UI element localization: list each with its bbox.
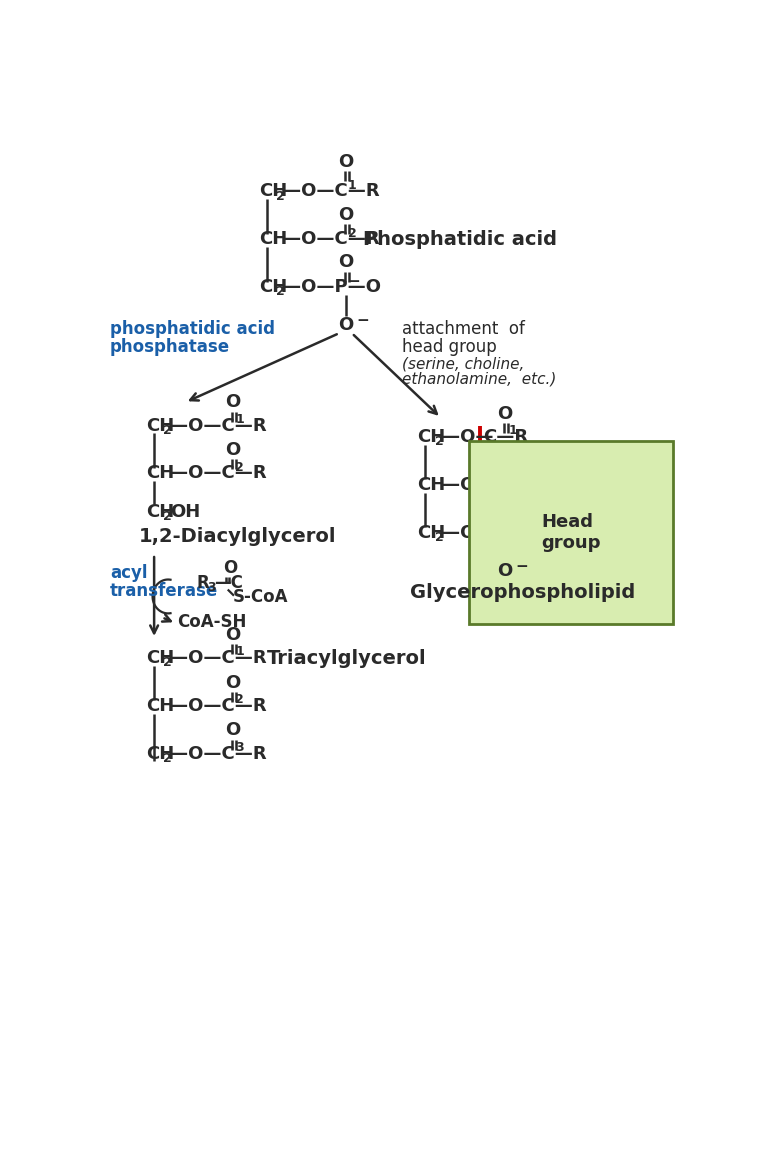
Text: 2: 2: [164, 424, 172, 437]
Text: attachment  of: attachment of: [402, 320, 525, 338]
Text: CH: CH: [418, 428, 446, 446]
Text: Triacylglycerol: Triacylglycerol: [266, 649, 426, 668]
Text: CH: CH: [147, 649, 174, 668]
Text: 3: 3: [236, 741, 244, 753]
Text: O: O: [497, 453, 512, 471]
Text: −: −: [515, 559, 528, 574]
Text: P: P: [483, 524, 496, 541]
Text: −: −: [356, 313, 369, 328]
Text: O: O: [226, 673, 241, 692]
Text: —O—: —O—: [442, 524, 493, 541]
Text: Phosphatidic acid: Phosphatidic acid: [363, 229, 558, 249]
Text: O: O: [338, 153, 353, 172]
Text: (serine, choline,: (serine, choline,: [402, 357, 525, 371]
Text: 2: 2: [435, 435, 443, 449]
Text: —O—C—R: —O—C—R: [170, 416, 267, 435]
Text: —O—C—R: —O—C—R: [170, 649, 267, 668]
Text: O: O: [223, 559, 237, 577]
Text: S-CoA: S-CoA: [233, 589, 288, 606]
Text: CH: CH: [418, 476, 446, 494]
Text: acyl: acyl: [110, 564, 147, 582]
Text: —O—P—O: —O—P—O: [283, 278, 381, 296]
Text: O: O: [338, 205, 353, 224]
Text: O: O: [497, 404, 512, 423]
Text: O: O: [338, 316, 353, 335]
Text: head group: head group: [402, 338, 497, 356]
Text: CH: CH: [259, 231, 287, 248]
Text: phosphatidic acid: phosphatidic acid: [110, 320, 275, 338]
Text: 2: 2: [435, 531, 443, 544]
Text: R: R: [197, 575, 210, 592]
Text: CH: CH: [147, 416, 174, 435]
Text: 3: 3: [207, 582, 217, 595]
Text: CH: CH: [147, 697, 174, 715]
Text: 2: 2: [348, 226, 356, 240]
Text: CH: CH: [259, 278, 287, 296]
Text: 1: 1: [236, 413, 244, 425]
Text: —O—C—R: —O—C—R: [283, 231, 379, 248]
Text: CH: CH: [147, 465, 174, 482]
Text: −: −: [347, 274, 360, 289]
Text: 2: 2: [508, 472, 517, 486]
Text: O: O: [226, 442, 241, 459]
Text: OH: OH: [170, 503, 200, 520]
Text: 2: 2: [236, 460, 244, 474]
Text: —O—: —O—: [442, 428, 493, 446]
Text: 1: 1: [508, 424, 517, 437]
Text: 2: 2: [236, 693, 244, 706]
Text: O: O: [226, 393, 241, 411]
Text: —O—: —O—: [442, 476, 493, 494]
Text: Glycerophospholipid: Glycerophospholipid: [410, 583, 635, 603]
Text: 2: 2: [276, 285, 285, 298]
Text: 1: 1: [236, 646, 244, 658]
Text: O: O: [497, 562, 512, 580]
Text: phosphatase: phosphatase: [110, 338, 230, 356]
Text: transferase: transferase: [110, 582, 218, 600]
Text: —O—C—R: —O—C—R: [170, 744, 267, 763]
Text: Head
group: Head group: [541, 513, 601, 552]
Text: C—R: C—R: [483, 428, 528, 446]
Text: 2: 2: [164, 752, 172, 765]
Text: 2: 2: [164, 656, 172, 669]
Text: —O—C—R: —O—C—R: [283, 182, 379, 201]
Text: —O—C—R: —O—C—R: [170, 465, 267, 482]
Text: CH: CH: [259, 182, 287, 201]
Text: —O—: —O—: [496, 524, 548, 541]
Text: O: O: [226, 626, 241, 644]
Text: CH: CH: [147, 503, 174, 520]
Text: O: O: [338, 254, 353, 271]
Text: 2: 2: [276, 190, 285, 203]
Text: —O—C—R: —O—C—R: [170, 697, 267, 715]
Text: CH: CH: [418, 524, 446, 541]
Text: CoA-SH: CoA-SH: [177, 613, 247, 630]
Text: CH: CH: [147, 744, 174, 763]
Text: 1,2-Diacylglycerol: 1,2-Diacylglycerol: [139, 527, 336, 546]
Text: C—R: C—R: [483, 476, 528, 494]
Text: O: O: [226, 721, 241, 739]
Text: ethanolamine,  etc.): ethanolamine, etc.): [402, 372, 557, 387]
Text: 1: 1: [348, 178, 356, 191]
Text: O: O: [497, 501, 512, 518]
Text: 2: 2: [164, 510, 172, 523]
Text: —C: —C: [214, 575, 243, 592]
